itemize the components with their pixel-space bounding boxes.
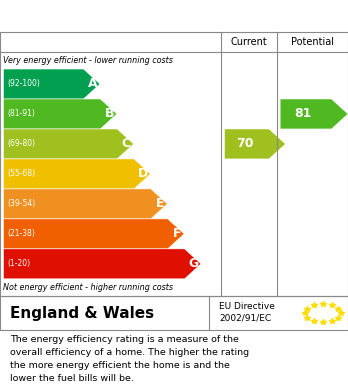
Text: Potential: Potential <box>291 37 334 47</box>
Text: 70: 70 <box>236 138 253 151</box>
Text: Current: Current <box>230 37 267 47</box>
Polygon shape <box>3 129 134 159</box>
Text: Not energy efficient - higher running costs: Not energy efficient - higher running co… <box>3 283 174 292</box>
Text: D: D <box>137 167 148 180</box>
Text: Energy Efficiency Rating: Energy Efficiency Rating <box>10 9 220 23</box>
Text: B: B <box>104 108 114 120</box>
Text: A: A <box>88 77 97 90</box>
Polygon shape <box>224 129 285 159</box>
Polygon shape <box>3 189 167 219</box>
Polygon shape <box>3 69 100 99</box>
Text: (55-68): (55-68) <box>8 169 36 178</box>
Text: 81: 81 <box>294 108 312 120</box>
Text: (92-100): (92-100) <box>8 79 40 88</box>
Polygon shape <box>3 99 117 129</box>
Text: F: F <box>173 228 181 240</box>
Text: E: E <box>156 197 165 210</box>
Polygon shape <box>3 159 150 189</box>
Text: (39-54): (39-54) <box>8 199 36 208</box>
Text: (1-20): (1-20) <box>8 259 31 268</box>
Text: Very energy efficient - lower running costs: Very energy efficient - lower running co… <box>3 56 173 65</box>
Text: The energy efficiency rating is a measure of the
overall efficiency of a home. T: The energy efficiency rating is a measur… <box>10 335 250 383</box>
Polygon shape <box>3 219 184 249</box>
Text: G: G <box>188 257 198 270</box>
Text: (21-38): (21-38) <box>8 230 35 239</box>
Polygon shape <box>3 249 201 279</box>
Text: EU Directive
2002/91/EC: EU Directive 2002/91/EC <box>219 302 275 323</box>
Polygon shape <box>280 99 348 129</box>
Text: C: C <box>122 138 131 151</box>
Text: (81-91): (81-91) <box>8 109 35 118</box>
Text: (69-80): (69-80) <box>8 140 36 149</box>
Text: England & Wales: England & Wales <box>10 306 155 321</box>
